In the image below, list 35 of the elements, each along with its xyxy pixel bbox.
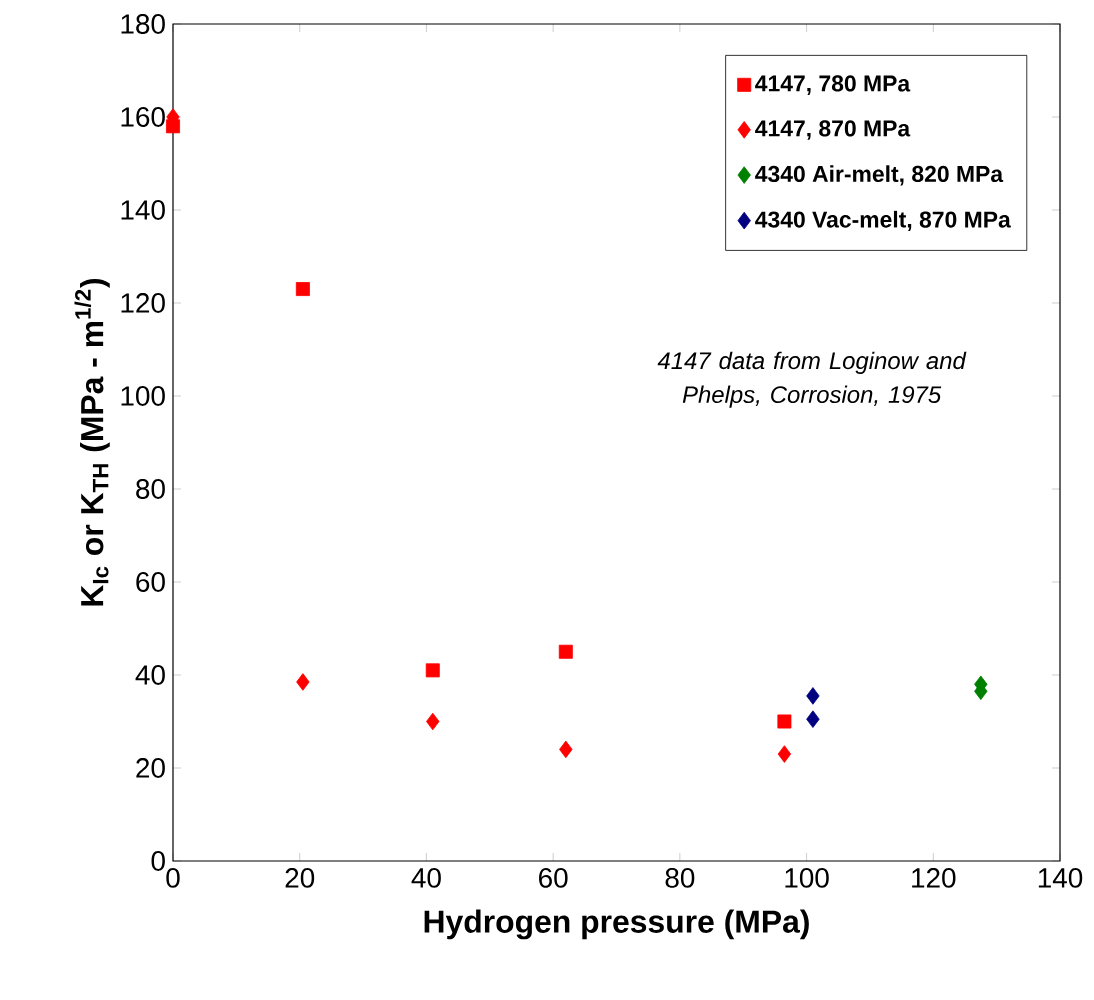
point [425, 663, 440, 678]
x-tick-label: 20 [285, 868, 315, 888]
point [777, 714, 792, 729]
y-tick-label: 160 [121, 107, 165, 127]
legend-label: 4147, 870 MPa [755, 120, 911, 140]
y-tick-label: 40 [135, 665, 165, 685]
point [559, 740, 573, 759]
point [806, 687, 820, 705]
y-tick-label: 120 [121, 293, 165, 313]
x-tick-label: 100 [785, 868, 829, 888]
x-tick-label: 140 [1038, 868, 1083, 888]
annotation: 4147 data from Loginow and Phelps, Corrosion, 1975 [657, 351, 967, 408]
x-tick-label: 60 [539, 868, 568, 888]
y-tick-label: 60 [136, 572, 165, 592]
y-axis-title: K$_{Ic}$ or K$_{TH}$ (MPa - m$^{1/2}$) [74, 278, 110, 606]
point [558, 644, 573, 659]
point [296, 673, 310, 691]
y-tick-label: 140 [121, 200, 165, 220]
y-tick-label: 20 [136, 758, 165, 778]
legend-label: 4147, 780 MPa [755, 75, 911, 95]
x-axis-title: Hydrogen pressure (MPa) [424, 909, 809, 940]
x-tick-label: 80 [665, 868, 695, 888]
legend-label: 4340 Air-melt, 820 MPa [755, 165, 1004, 186]
y-tick-label: 80 [136, 479, 165, 499]
y-tick-label: 180 [121, 14, 165, 34]
y-tick-label: 0 [151, 851, 165, 871]
x-tick-label: 0 [166, 868, 180, 888]
x-tick-label: 40 [411, 868, 441, 888]
point [295, 282, 310, 297]
y-tick-label: 100 [121, 386, 165, 406]
point [806, 710, 820, 728]
legend-label: 4340 Vac-melt, 870 MPa [755, 210, 1011, 231]
x-tick-label: 120 [912, 868, 956, 888]
point [777, 745, 792, 763]
point [426, 712, 440, 731]
